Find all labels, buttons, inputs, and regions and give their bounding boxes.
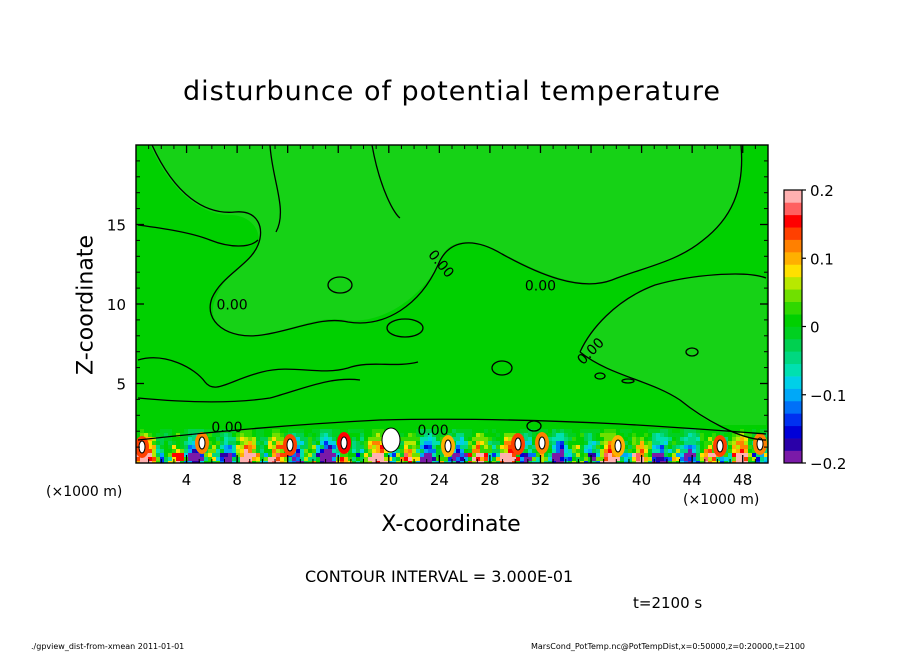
y-tick-label-15: 15: [107, 217, 126, 235]
closed-contour-5: [621, 378, 635, 384]
colorbar-swatch-15: [784, 276, 802, 290]
colorbar-swatch-3: [784, 425, 802, 439]
y-axis-label: Z-coordinate: [73, 235, 99, 375]
zero-contour-2: [137, 224, 259, 247]
colorbar-swatch-5: [784, 400, 802, 414]
x-unit-label-left: (×1000 m): [46, 484, 123, 500]
zero-contour-7: [579, 273, 767, 353]
x-tick-label-20: 20: [379, 471, 398, 489]
zero-contour-8: [579, 351, 767, 441]
time-text: t=2100 s: [633, 594, 703, 612]
colorbar-swatch-12: [784, 314, 802, 327]
colorbar-label-3: −0.1: [810, 387, 846, 405]
colorbar-swatch-14: [784, 289, 802, 302]
colorbar-label-0: 0.2: [810, 182, 834, 200]
x-tick-label-24: 24: [430, 471, 449, 489]
zero-contour-6: [137, 378, 361, 403]
closed-contour-1: [327, 276, 353, 294]
colorbar-label-1: 0.1: [810, 250, 834, 268]
x-tick-label-32: 32: [531, 471, 550, 489]
x-tick-label-8: 8: [232, 471, 242, 489]
zero-contour-1: [151, 145, 743, 337]
colorbar-swatch-20: [784, 214, 802, 228]
plot-area: 0.000.000.000.000.00 0.004 8 12 16 20 24 28 32 36…: [107, 144, 769, 489]
zero-contour-3: [269, 145, 282, 233]
field-region-2: [580, 274, 766, 440]
colorbar-swatch-2: [784, 438, 802, 451]
x-tick-label-4: 4: [182, 471, 192, 489]
colorbar-swatch-9: [784, 351, 802, 365]
closed-contour-4: [594, 372, 606, 380]
colorbar-swatch-13: [784, 301, 802, 315]
colorbar-swatch-18: [784, 239, 802, 253]
x-unit-label-right: (×1000 m): [683, 492, 760, 508]
colorbar-label-2: 0: [810, 319, 820, 337]
x-tick-label-44: 44: [683, 471, 702, 489]
x-tick-label-36: 36: [581, 471, 600, 489]
chart-title: disturbunce of potential temperature: [183, 76, 721, 107]
closed-contour-7: [526, 420, 542, 432]
zero-contour-9: [137, 418, 767, 441]
colorbar: 0.2 0.1 0 −0.1 −0.2: [783, 182, 846, 473]
footer-right: MarsCond_PotTemp.nc@PotTempDist,x=0:5000…: [531, 642, 806, 651]
colorbar-swatch-10: [784, 338, 802, 352]
contour-label-6: 0.00: [417, 423, 448, 439]
colorbar-label-4: −0.2: [810, 455, 846, 473]
near-surface-band: [136, 425, 768, 463]
colorbar-swatch-4: [784, 413, 802, 427]
zero-contour-4: [371, 145, 401, 219]
colorbar-swatch-1: [784, 450, 802, 464]
y-tick-label-5: 5: [116, 376, 126, 394]
field-region-1: [150, 145, 741, 336]
colorbar-swatch-17: [784, 252, 802, 265]
colorbar-swatch-22: [784, 190, 802, 203]
contour-interval-text: CONTOUR INTERVAL = 3.000E-01: [305, 567, 574, 586]
x-tick-label-28: 28: [480, 471, 499, 489]
x-tick-label-16: 16: [329, 471, 348, 489]
closed-contour-6: [685, 347, 699, 357]
colorbar-swatch-19: [784, 227, 802, 240]
zero-contour-5: [137, 357, 419, 388]
x-tick-label-48: 48: [733, 471, 752, 489]
colorbar-swatch-8: [784, 363, 802, 377]
colorbar-swatch-16: [784, 264, 802, 278]
contour-label-1: 0.00: [216, 298, 247, 314]
colorbar-swatch-7: [784, 376, 802, 389]
y-tick-label-10: 10: [107, 296, 126, 314]
contour-label-3: 0.00: [525, 279, 556, 295]
x-tick-label-40: 40: [632, 471, 651, 489]
colorbar-swatch-11: [784, 326, 802, 340]
x-tick-label-12: 12: [278, 471, 297, 489]
footer-left: ./gpview_dist-from-xmean 2011-01-01: [31, 642, 185, 651]
closed-contour-2: [386, 318, 424, 338]
colorbar-swatch-21: [784, 202, 802, 216]
closed-contour-3: [491, 360, 513, 376]
x-axis-label: X-coordinate: [381, 512, 521, 537]
contour-label-5: 0.00: [211, 420, 242, 436]
colorbar-swatch-6: [784, 388, 802, 402]
